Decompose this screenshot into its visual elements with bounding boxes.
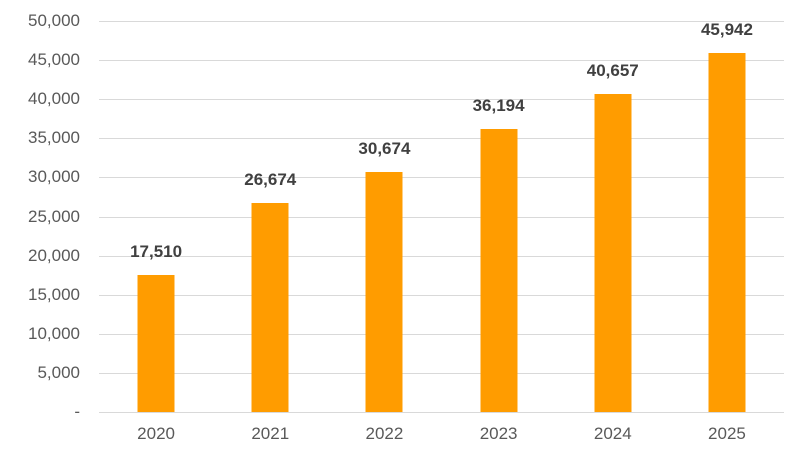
bar-group-2022: 30,674 [327,21,441,412]
y-tick-label: 45,000 [28,50,80,70]
bar-2025 [708,52,746,412]
x-axis: 2020 2021 2022 2023 2024 2025 [99,423,784,445]
gridline [99,216,784,218]
gridline [99,99,784,101]
gridline [99,294,784,296]
data-label: 17,510 [130,242,183,262]
bar-2022 [365,172,403,412]
data-label: 26,674 [244,170,297,190]
x-tick-label-2020: 2020 [137,424,175,443]
y-tick-label: - [74,402,80,421]
bar-group-2021: 26,674 [213,21,327,412]
data-label: 36,194 [472,95,525,115]
y-tick-label: 5,000 [37,362,80,382]
y-tick-label: 50,000 [28,11,80,30]
y-tick-label: 35,000 [28,128,80,148]
x-tick-label-2024: 2024 [593,424,632,443]
gridline [99,412,784,413]
data-label: 30,674 [358,139,411,159]
gridline [99,138,784,140]
gridline [99,21,784,22]
plot-area: 17,510 26,674 30,674 36,194 40,657 45,942 [99,19,784,413]
y-tick-label: 40,000 [28,89,80,109]
x-tick-label-2022: 2022 [365,424,404,443]
y-tick-label: 15,000 [28,284,80,304]
gridline [99,372,784,374]
bar-series: 17,510 26,674 30,674 36,194 40,657 45,942 [99,19,784,412]
gridline [99,333,784,335]
x-tick-label-2025: 2025 [708,424,746,443]
bar-2021 [251,203,289,412]
bar-group-2025: 45,942 [670,19,784,412]
gridline [99,255,784,257]
y-tick-label: 10,000 [28,323,80,343]
y-axis: 50,000 45,000 40,000 35,000 30,000 25,000 20,0… [0,11,80,421]
y-tick-label: 25,000 [28,206,80,226]
y-tick-label: 20,000 [28,245,80,265]
y-tick-label: 30,000 [28,167,80,187]
x-tick-label-2023: 2023 [479,424,518,443]
gridline [99,60,784,62]
bar-group-2024: 40,657 [556,21,670,412]
gridline [99,177,784,179]
bar-2020 [137,275,175,412]
bar-2024 [594,94,632,412]
x-tick-label-2021: 2021 [251,424,290,443]
bar-2023 [480,128,518,412]
data-label: 45,942 [700,19,753,39]
bar-group-2020: 17,510 [99,21,213,412]
bar-group-2023: 36,194 [442,21,556,412]
data-label: 40,657 [586,61,639,81]
